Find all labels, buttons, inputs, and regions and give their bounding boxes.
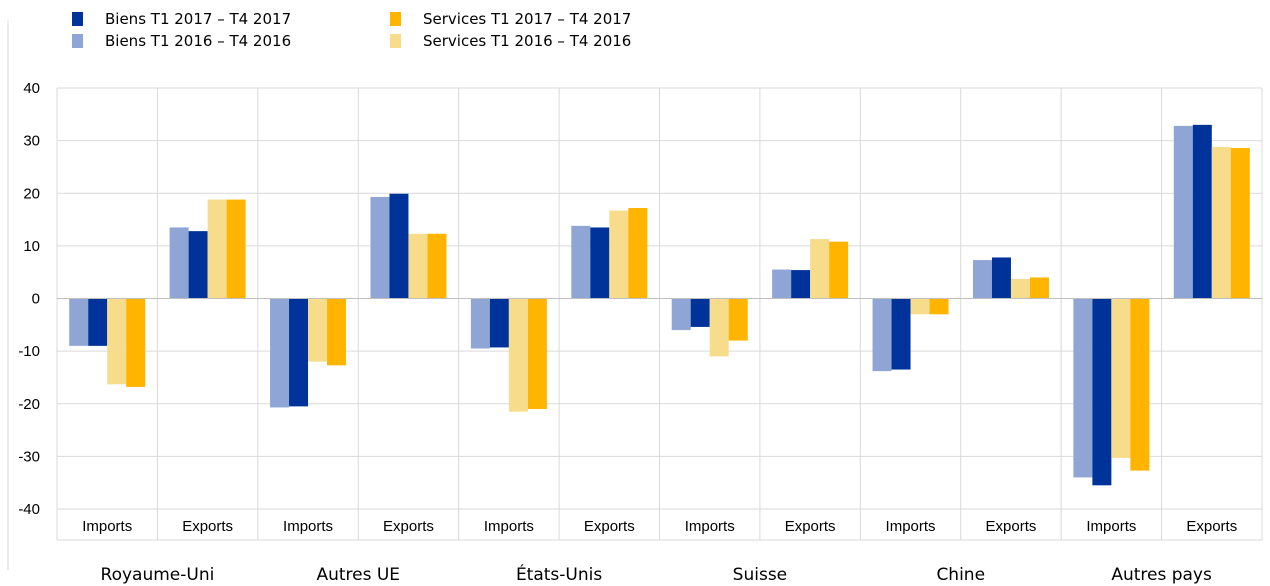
bar: [728, 298, 748, 341]
bar: [427, 233, 447, 299]
bar: [308, 298, 328, 362]
bar: [590, 227, 610, 299]
legend-right: Services T1 2017 – T4 2017 Services T1 2…: [390, 8, 631, 52]
bar: [226, 199, 246, 299]
y-tick-label: -30: [18, 448, 40, 465]
bar: [527, 298, 547, 410]
x-tick-label: Imports: [82, 518, 132, 535]
bar: [972, 260, 992, 299]
x-tick-label: Imports: [685, 518, 735, 535]
bar: [69, 298, 89, 346]
bar: [408, 233, 428, 299]
bar: [389, 193, 409, 299]
legend-label: Biens T1 2016 – T4 2016: [105, 32, 292, 50]
legend-item: Biens T1 2016 – T4 2016: [72, 30, 291, 52]
bar: [1111, 298, 1131, 458]
bar: [791, 270, 811, 299]
group-label: Chine: [936, 565, 985, 585]
legend-left: Biens T1 2017 – T4 2017 Biens T1 2016 – …: [72, 8, 291, 52]
bar: [327, 298, 347, 366]
bar: [489, 298, 509, 348]
bar: [1073, 298, 1093, 478]
bar: [1192, 124, 1212, 299]
bar: [991, 257, 1011, 299]
bar: [910, 298, 930, 315]
bar: [1092, 298, 1112, 486]
bar: [872, 298, 892, 372]
bar: [508, 298, 528, 412]
bar: [1130, 298, 1150, 471]
bar: [370, 196, 390, 299]
legend-swatch: [72, 34, 83, 48]
bar: [628, 207, 648, 299]
legend-swatch: [390, 12, 401, 26]
y-tick-label: 30: [23, 133, 40, 150]
bar: [810, 239, 830, 299]
y-tick-label: -40: [18, 501, 40, 518]
x-tick-label: Exports: [785, 518, 836, 535]
x-tick-label: Exports: [986, 518, 1037, 535]
bar: [891, 298, 911, 370]
group-label: Autres pays: [1111, 565, 1212, 585]
bar: [1029, 277, 1049, 299]
x-tick-label: Imports: [484, 518, 534, 535]
bar: [1173, 125, 1193, 299]
group-label: Suisse: [733, 565, 787, 585]
x-tick-label: Exports: [383, 518, 434, 535]
bar: [107, 298, 127, 385]
bar: [709, 298, 729, 357]
legend-label: Services T1 2017 – T4 2017: [423, 10, 632, 28]
bar: [671, 298, 691, 331]
bar: [1211, 146, 1231, 299]
bar: [829, 241, 849, 299]
legend-item: Services T1 2017 – T4 2017: [390, 8, 631, 30]
bar: [1010, 279, 1030, 299]
y-tick-label: 10: [23, 238, 40, 255]
bar: [690, 298, 710, 327]
x-tick-label: Exports: [1186, 518, 1237, 535]
bar: [1230, 147, 1250, 299]
bar: [929, 298, 949, 315]
x-tick-label: Imports: [1086, 518, 1136, 535]
y-tick-label: -20: [18, 396, 40, 413]
legend-item: Biens T1 2017 – T4 2017: [72, 8, 291, 30]
bar: [470, 298, 490, 349]
y-tick-label: 20: [23, 185, 40, 202]
bar: [270, 298, 290, 408]
legend-swatch: [390, 34, 401, 48]
legend-label: Services T1 2016 – T4 2016: [423, 32, 632, 50]
legend-swatch: [72, 12, 83, 26]
bar: [571, 225, 591, 299]
bar: [169, 227, 189, 299]
legend-label: Biens T1 2017 – T4 2017: [105, 10, 292, 28]
y-tick-label: 40: [23, 80, 40, 97]
x-tick-label: Exports: [182, 518, 233, 535]
y-tick-label: 0: [32, 291, 40, 308]
bar: [126, 298, 146, 387]
x-tick-label: Exports: [584, 518, 635, 535]
bar: [772, 269, 792, 299]
bar: [609, 210, 629, 299]
bar: [207, 199, 227, 299]
group-label: États-Unis: [516, 563, 602, 585]
bar: [88, 298, 108, 346]
x-tick-label: Imports: [886, 518, 936, 535]
legend-item: Services T1 2016 – T4 2016: [390, 30, 631, 52]
bar: [188, 231, 208, 299]
x-tick-label: Imports: [283, 518, 333, 535]
group-label: Autres UE: [316, 565, 400, 585]
bar: [289, 298, 309, 407]
y-tick-label: -10: [18, 343, 40, 360]
group-label: Royaume-Uni: [101, 565, 215, 585]
